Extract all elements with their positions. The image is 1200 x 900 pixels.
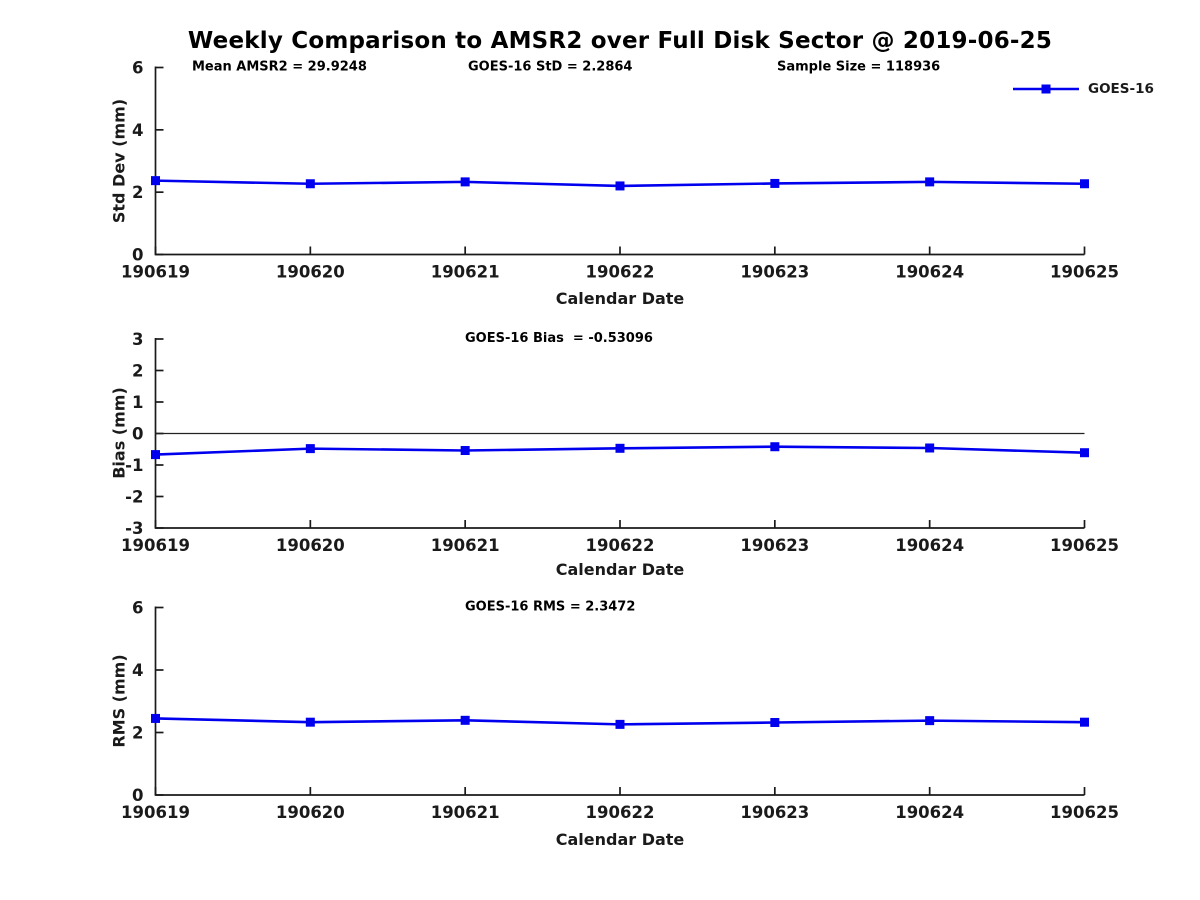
y-tick-label: 4 xyxy=(132,121,143,140)
data-point-marker xyxy=(925,716,935,726)
y-tick-label: 0 xyxy=(132,425,143,444)
x-tick-label: 190623 xyxy=(740,803,809,822)
legend-label: GOES-16 xyxy=(1088,81,1154,97)
data-point-marker xyxy=(925,177,935,187)
x-tick-label: 190623 xyxy=(740,263,809,282)
x-tick-label: 190619 xyxy=(121,263,190,282)
x-tick-label: 190621 xyxy=(431,803,500,822)
data-point-marker xyxy=(615,443,625,453)
data-point-marker xyxy=(925,443,935,453)
data-point-marker xyxy=(615,719,625,729)
y-tick-label: 6 xyxy=(132,599,143,618)
x-axis-label-stddev: Calendar Date xyxy=(555,289,685,308)
data-point-marker xyxy=(305,444,315,454)
y-tick-label: 0 xyxy=(132,786,143,805)
data-point-marker xyxy=(305,717,315,727)
x-tick-label: 190621 xyxy=(431,536,500,555)
data-point-marker xyxy=(770,718,780,727)
x-tick-label: 190625 xyxy=(1050,803,1119,822)
data-point-marker xyxy=(460,446,470,456)
x-tick-label: 190625 xyxy=(1050,536,1119,555)
x-tick-label: 190620 xyxy=(276,263,345,282)
x-tick-label: 190625 xyxy=(1050,263,1119,282)
chart-annotation: GOES-16 StD = 2.2864 xyxy=(468,60,632,75)
x-tick-label: 190622 xyxy=(586,263,655,282)
y-tick-label: 0 xyxy=(132,246,143,265)
y-tick-label: 3 xyxy=(132,330,143,349)
x-tick-label: 190619 xyxy=(121,536,190,555)
y-tick-label: 6 xyxy=(132,59,143,78)
y-tick-label: 2 xyxy=(132,724,143,743)
chart-annotation: GOES-16 Bias = -0.53096 xyxy=(465,331,653,346)
x-tick-label: 190624 xyxy=(895,536,964,555)
y-tick-label: -3 xyxy=(125,519,143,538)
x-tick-label: 190624 xyxy=(895,263,964,282)
y-axis-label-stddev: Std Dev (mm) xyxy=(109,98,129,224)
data-point-marker xyxy=(460,177,470,187)
x-tick-label: 190622 xyxy=(586,803,655,822)
data-point-marker xyxy=(151,176,160,186)
legend: GOES-16 xyxy=(1012,79,1154,99)
x-tick-label: 190620 xyxy=(276,536,345,555)
y-tick-label: 2 xyxy=(132,183,143,202)
data-point-marker xyxy=(460,715,470,725)
y-tick-label: 2 xyxy=(132,362,143,381)
data-point-marker xyxy=(770,442,780,452)
x-tick-label: 190621 xyxy=(431,263,500,282)
chart-annotation: Sample Size = 118936 xyxy=(777,60,940,75)
x-tick-label: 190624 xyxy=(895,803,964,822)
x-axis-label-rms: Calendar Date xyxy=(555,830,685,849)
figure-title: Weekly Comparison to AMSR2 over Full Dis… xyxy=(187,28,1053,54)
y-tick-label: 1 xyxy=(132,393,143,412)
x-tick-label: 190620 xyxy=(276,803,345,822)
data-point-marker xyxy=(770,178,780,188)
data-point-marker xyxy=(1080,179,1089,189)
data-line xyxy=(155,717,1085,726)
data-point-marker xyxy=(1080,448,1089,458)
legend-line-sample-icon xyxy=(1013,84,1079,94)
data-point-marker xyxy=(151,713,160,723)
data-point-marker xyxy=(305,179,315,189)
data-line xyxy=(155,445,1085,456)
y-tick-label: 4 xyxy=(132,661,143,680)
chart-annotation: Mean AMSR2 = 29.9248 xyxy=(192,60,367,75)
y-axis-label-rms: RMS (mm) xyxy=(109,654,129,748)
data-line xyxy=(155,179,1085,188)
data-point-marker xyxy=(151,450,160,460)
x-tick-label: 190619 xyxy=(121,803,190,822)
x-tick-label: 190622 xyxy=(586,536,655,555)
y-tick-label: -2 xyxy=(125,488,143,507)
y-axis-label-bias: Bias (mm) xyxy=(109,387,129,479)
data-point-marker xyxy=(1080,717,1089,727)
data-point-marker xyxy=(615,181,625,191)
x-axis-label-bias: Calendar Date xyxy=(555,560,685,579)
x-tick-label: 190623 xyxy=(740,536,809,555)
chart-annotation: GOES-16 RMS = 2.3472 xyxy=(465,600,635,615)
